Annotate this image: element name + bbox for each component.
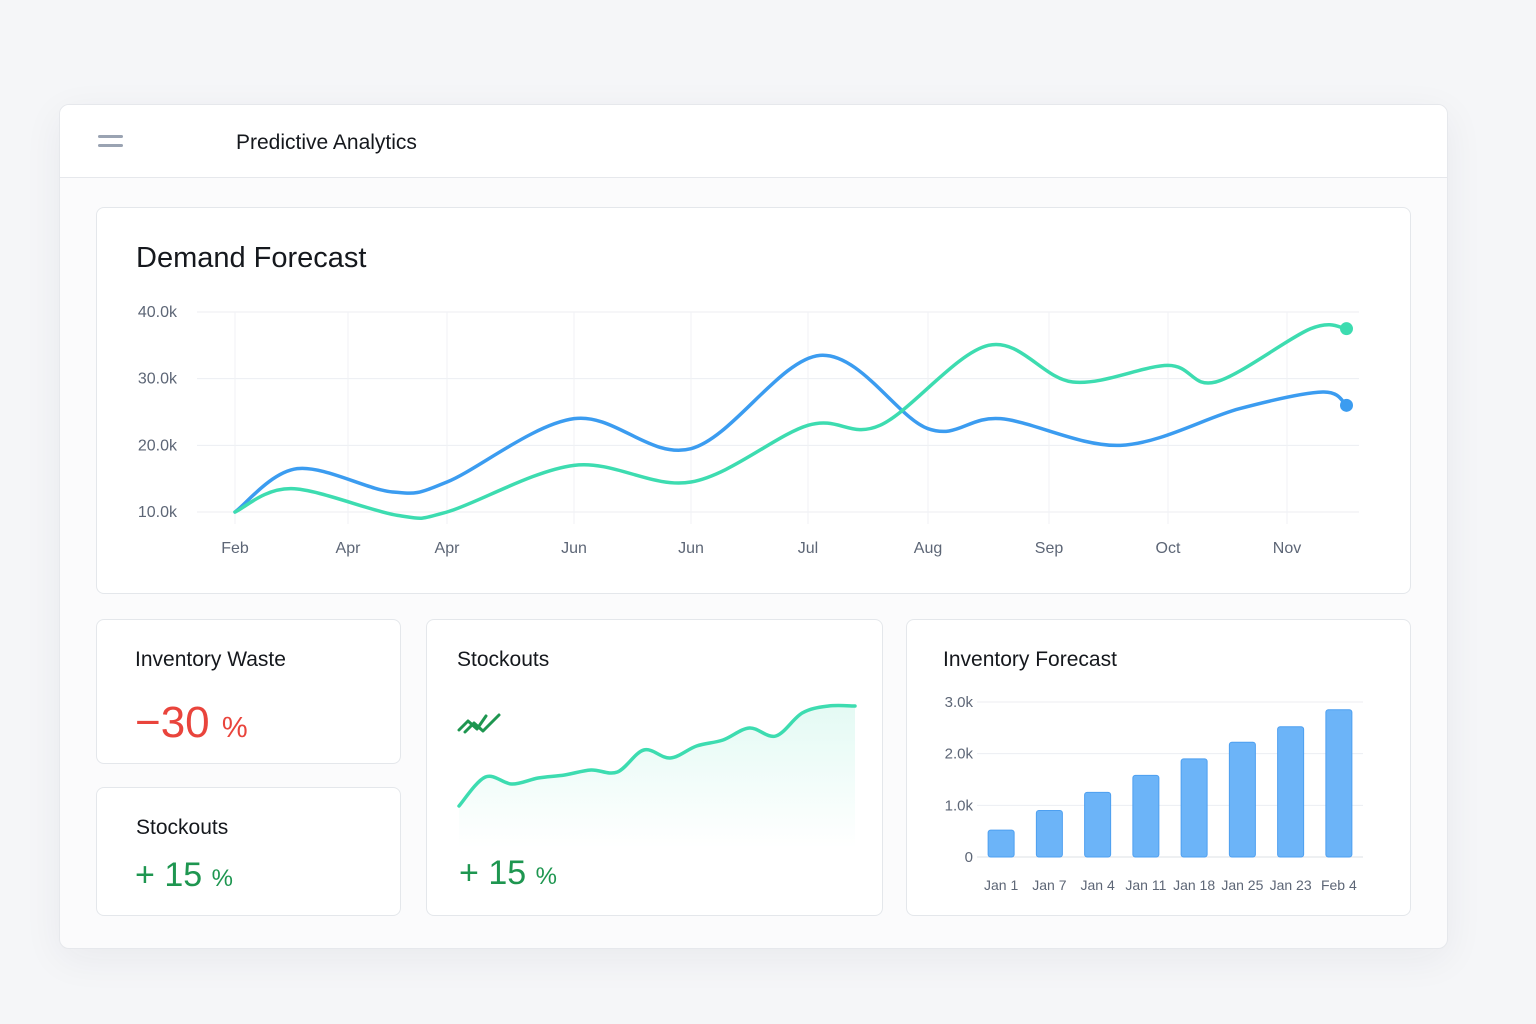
x-tick-label: Jan 1 [984,877,1018,893]
metric-sign: − [135,698,161,747]
x-tick-label: Jun [678,540,704,557]
inventory-forecast-chart: 0 1.0k 2.0k 3.0k Jan 1 Jan 7 Jan 4 Jan 11 Jan 18… [945,694,1363,893]
x-tick-label: Sep [1035,540,1064,557]
stockouts-summary-card: Stockouts + 15 % [96,787,401,916]
y-tick-label: 1.0k [945,797,974,814]
bar [1035,810,1063,858]
y-tick-label: 2.0k [945,746,974,763]
x-tick-label: Jan 25 [1221,877,1263,893]
x-tick-label: Jan 11 [1125,877,1166,893]
x-tick-label: Apr [435,540,461,557]
sparkline-line [457,703,857,808]
stockouts-trend-card: Stockouts + 15 % [426,619,883,916]
bar [1180,758,1208,858]
metric-unit: % [211,865,233,892]
demand-forecast-title: Demand Forecast [136,242,367,274]
hamburger-menu-icon[interactable] [98,133,124,151]
series-line-1 [233,353,1349,514]
x-tick-label: Apr [336,540,362,557]
y-tick-label: 10.0k [138,504,178,521]
app-title: Predictive Analytics [236,131,417,154]
bar [1228,741,1256,858]
bar [1277,726,1305,858]
stockouts-trend-title: Stockouts [457,648,550,671]
demand-forecast-card: Demand Forecast 10.0k 20.0k 30.0k 40.0k Feb A… [96,207,1411,594]
inventory-forecast-card: Inventory Forecast 0 1.0k 2.0k 3.0k Jan 1 Jan… [906,619,1411,916]
x-tick-label: Jul [798,540,818,557]
y-tick-label: 3.0k [945,694,974,711]
y-tick-label: 20.0k [138,437,178,454]
trend-up-icon [457,713,501,734]
series-line-2 [233,323,1349,520]
x-tick-label: Feb [221,540,249,557]
metric-number: 15 [488,854,527,892]
x-tick-label: Oct [1156,540,1181,557]
metric-number: 15 [164,856,203,894]
x-tick-label: Jun [561,540,587,557]
dashboard-window: Predictive Analytics Demand Forecast 10.… [59,104,1448,949]
demand-forecast-chart: 10.0k 20.0k 30.0k 40.0k Feb Apr Apr Jun Jun Jul Au… [138,304,1359,557]
series-end-point-1 [1340,398,1353,412]
bar [987,829,1015,858]
stockouts-trend-chart [457,703,857,848]
top-bar: Predictive Analytics [60,105,1447,178]
x-tick-label: Jan 7 [1032,877,1066,893]
stockouts-trend-value: + 15 % [459,854,557,893]
x-tick-label: Feb 4 [1321,877,1357,893]
stockouts-summary-title: Stockouts [136,816,229,839]
metric-sign: + [135,856,155,894]
metric-unit: % [535,863,557,890]
stockouts-summary-value: + 15 % [135,856,233,895]
inventory-waste-value: −30 % [135,698,248,748]
y-tick-label: 40.0k [138,304,178,321]
bar [1325,709,1353,858]
x-tick-label: Nov [1273,540,1301,557]
series-end-point-2 [1340,322,1353,336]
inventory-waste-title: Inventory Waste [135,648,286,671]
metric-number: 30 [160,698,210,747]
x-tick-label: Jan 23 [1270,877,1312,893]
inventory-waste-card: Inventory Waste −30 % [96,619,401,764]
y-tick-label: 30.0k [138,371,178,388]
sparkline-area [459,705,855,848]
y-tick-label: 0 [965,849,973,866]
metric-unit: % [221,712,248,744]
x-tick-label: Jan 18 [1173,877,1215,893]
inventory-forecast-title: Inventory Forecast [943,648,1117,671]
bar [1084,791,1112,858]
x-tick-label: Jan 4 [1081,877,1115,893]
x-tick-label: Aug [914,540,942,557]
bar [1132,774,1160,858]
chart-grid [197,311,1359,524]
metric-sign: + [459,854,479,892]
